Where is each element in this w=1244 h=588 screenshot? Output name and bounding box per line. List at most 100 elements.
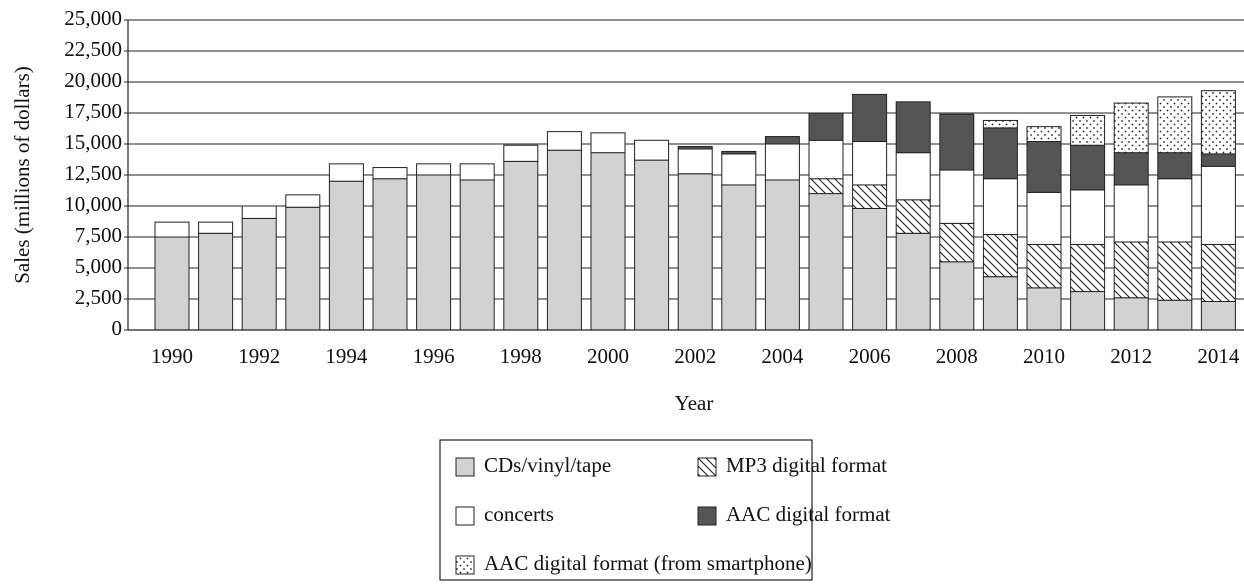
y-axis-label: Sales (millions of dollars) xyxy=(10,66,34,284)
y-tick-label: 22,500 xyxy=(64,37,122,61)
y-tick-label: 0 xyxy=(112,316,123,340)
bar-segment xyxy=(808,112,844,141)
y-tick-label: 20,000 xyxy=(64,68,122,92)
bar-segment xyxy=(939,261,975,331)
x-tick-label: 2008 xyxy=(936,344,978,368)
bar-segment xyxy=(808,193,844,331)
bar-segment xyxy=(1157,178,1193,243)
bar-segment xyxy=(982,127,1018,180)
bar-segment xyxy=(1070,114,1106,146)
legend-label: CDs/vinyl/tape xyxy=(484,453,611,477)
bar-segment xyxy=(241,205,277,219)
legend-label: MP3 digital format xyxy=(726,453,887,477)
bar-segment xyxy=(895,152,931,201)
y-tick-label: 15,000 xyxy=(64,130,122,154)
bar-segment xyxy=(1200,300,1236,331)
bar-segment xyxy=(241,217,277,331)
bar-segment xyxy=(1113,241,1149,299)
bar-segment xyxy=(895,101,931,154)
bar-segment xyxy=(852,207,888,331)
bar-segment xyxy=(895,232,931,331)
bar-segment xyxy=(1026,191,1062,245)
bar-segment xyxy=(634,139,670,161)
bar-segment xyxy=(1070,291,1106,331)
bar-segment xyxy=(721,153,757,186)
bar-segment xyxy=(1113,297,1149,331)
bar-segment xyxy=(764,179,800,331)
bar-segment xyxy=(808,139,844,180)
bar-segment xyxy=(677,148,713,175)
bar-segment xyxy=(634,159,670,331)
bar-segment xyxy=(677,145,713,150)
bar-segment xyxy=(1026,287,1062,331)
bar-segment xyxy=(459,163,495,181)
bar-segment xyxy=(546,149,582,331)
bar-segment xyxy=(1200,243,1236,302)
bar-segment xyxy=(1200,90,1236,155)
bar-segment xyxy=(1200,153,1236,167)
bar-segment xyxy=(328,163,364,182)
bar-segment xyxy=(1026,141,1062,193)
bar-segment xyxy=(721,150,757,155)
legend-swatch xyxy=(455,555,475,575)
y-tick-label: 5,000 xyxy=(75,254,122,278)
bar-segment xyxy=(764,136,800,145)
legend-label: AAC digital format (from smartphone) xyxy=(484,551,812,575)
bar-segment xyxy=(1157,299,1193,331)
bar-segment xyxy=(721,184,757,331)
bar-segment xyxy=(285,194,321,208)
x-tick-label: 1998 xyxy=(500,344,542,368)
legend-label: concerts xyxy=(484,502,554,526)
x-tick-label: 2000 xyxy=(587,344,629,368)
bar-segment xyxy=(154,221,190,238)
bar-segment xyxy=(1200,165,1236,245)
bar-segment xyxy=(154,236,190,331)
bar-segment xyxy=(1113,184,1149,243)
bar-segment xyxy=(503,144,539,162)
y-tick-label: 7,500 xyxy=(75,223,122,247)
bar-segment xyxy=(285,206,321,331)
bar-segment xyxy=(895,199,931,234)
legend-swatch xyxy=(455,457,475,477)
bar-segment xyxy=(416,174,452,331)
bar-segment xyxy=(852,184,888,209)
bar-segment xyxy=(982,234,1018,278)
bar-segment xyxy=(372,167,408,180)
x-tick-label: 2006 xyxy=(849,344,891,368)
bar-segment xyxy=(1070,189,1106,245)
bar-segment xyxy=(939,113,975,171)
x-tick-label: 1994 xyxy=(325,344,368,368)
bar-segment xyxy=(1070,144,1106,191)
bar-segment xyxy=(416,163,452,176)
bar-segment xyxy=(852,93,888,143)
bar-segment xyxy=(503,160,539,331)
bar-segment xyxy=(198,221,234,234)
bar-segment xyxy=(1026,243,1062,289)
bar-segment xyxy=(328,180,364,331)
bar-segment xyxy=(764,143,800,181)
y-tick-label: 10,000 xyxy=(64,192,122,216)
y-tick-label: 25,000 xyxy=(64,6,122,30)
bar-segment xyxy=(1157,241,1193,301)
y-tick-label: 17,500 xyxy=(64,99,122,123)
bar-segment xyxy=(982,119,1018,129)
x-tick-label: 1992 xyxy=(238,344,280,368)
y-tick-label: 2,500 xyxy=(75,285,122,309)
bar-segment xyxy=(372,178,408,331)
x-axis-label: Year xyxy=(675,391,714,415)
bar-segment xyxy=(982,178,1018,236)
x-tick-label: 2014 xyxy=(1197,344,1240,368)
y-tick-label: 12,500 xyxy=(64,161,122,185)
bar-segment xyxy=(852,141,888,186)
bar-segment xyxy=(1157,96,1193,154)
x-tick-label: 2004 xyxy=(761,344,804,368)
legend-box xyxy=(439,439,813,581)
bar-segment xyxy=(939,222,975,263)
x-tick-label: 2002 xyxy=(674,344,716,368)
bar-segment xyxy=(677,173,713,331)
legend-swatch xyxy=(697,506,717,526)
bar-segment xyxy=(590,152,626,331)
x-tick-label: 2012 xyxy=(1110,344,1152,368)
bar-segment xyxy=(808,178,844,195)
